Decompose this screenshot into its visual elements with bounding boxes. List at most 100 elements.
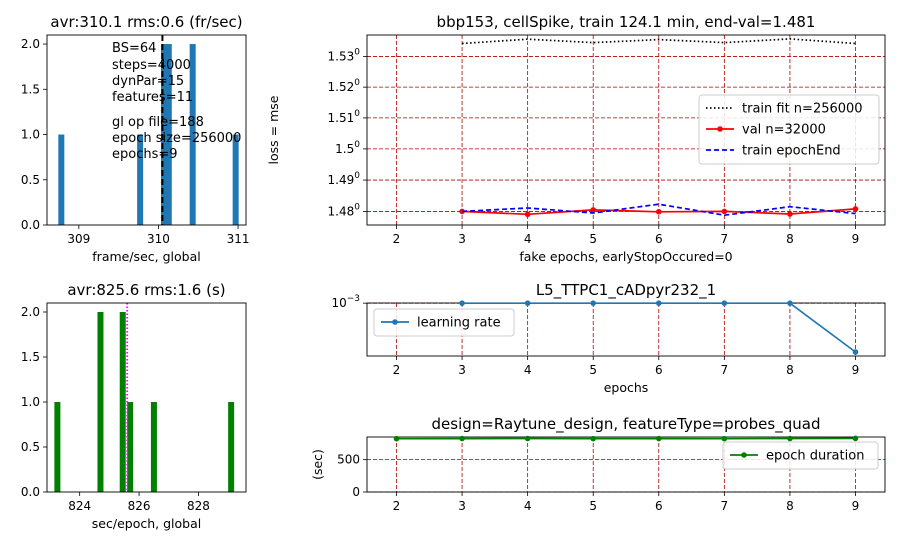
legend: epoch duration [722, 441, 879, 470]
data-point [590, 300, 597, 306]
x-tick-label: 8 [786, 499, 794, 513]
series-line-2 [462, 203, 856, 217]
x-tick-label: 311 [227, 232, 250, 246]
stats-annotation: gl op file=188 [112, 115, 204, 130]
data-point [524, 211, 531, 218]
data-point [852, 435, 859, 442]
chart-0: avr:310.1 rms:0.6 (fr/sec) 309 310 311 0.0 0.… [21, 13, 250, 264]
data-point [721, 435, 728, 442]
y-axis-label: (sec) [310, 449, 325, 480]
x-axis-label: sec/epoch, global [92, 516, 201, 531]
legend-marker [717, 126, 723, 132]
x-tick-label: 8 [786, 232, 794, 246]
chart-title: bbp153, cellSpike, train 124.1 min, end-… [437, 13, 816, 31]
y-tick-label: 2.0 [21, 37, 40, 51]
y-axis-label: loss = mse [266, 95, 281, 164]
legend-box [698, 94, 880, 165]
y-tick-label: 1.0 [21, 128, 40, 142]
bar [97, 312, 104, 492]
chart-title: avr:310.1 rms:0.6 (fr/sec) [50, 13, 242, 31]
x-tick-label: 8 [786, 363, 794, 377]
y-tick-label: 0.0 [21, 218, 40, 232]
chart-4: design=Raytune_design, featureType=probe… [310, 415, 886, 513]
axes-frame [46, 34, 247, 226]
bar [189, 44, 196, 225]
legend-label: learning rate [417, 316, 501, 331]
bar [119, 312, 126, 492]
bar [58, 134, 65, 225]
y-tick-label: 1.480 [328, 202, 361, 218]
axes-frame [366, 436, 886, 493]
x-tick-label: 826 [128, 499, 151, 513]
legend-label: train epochEnd [742, 144, 841, 159]
x-tick-label: 3 [458, 363, 466, 377]
x-axis-label: epochs [604, 380, 649, 395]
y-tick-label: 500 [337, 453, 360, 467]
x-axis-label: fake epochs, earlyStopOccured=0 [519, 249, 732, 264]
x-tick-label: 5 [589, 232, 597, 246]
y-tick-label: 0.5 [21, 173, 40, 187]
legend-box [373, 308, 515, 337]
x-tick-label: 2 [393, 363, 401, 377]
stats-annotation: epochs=9 [112, 147, 178, 162]
data-point [787, 435, 793, 442]
data-point [721, 300, 728, 306]
y-tick-label: 1.5 [21, 350, 40, 364]
x-tick-label: 4 [524, 499, 532, 513]
data-point [393, 435, 400, 442]
x-tick-label: 7 [721, 499, 729, 513]
data-point [787, 300, 793, 306]
stats-annotation: epoch size=256000 [112, 131, 241, 146]
data-point [459, 300, 465, 306]
x-tick-label: 7 [721, 232, 729, 246]
chart-title: design=Raytune_design, featureType=probe… [432, 415, 821, 434]
chart-2: avr:825.6 rms:1.6 (s) 824 826 828 0.0 0.5 1.0 1… [21, 281, 247, 531]
bar [127, 402, 134, 492]
x-axis-label: frame/sec, global [92, 249, 200, 264]
chart-title: avr:825.6 rms:1.6 (s) [67, 281, 225, 299]
x-tick-label: 9 [852, 232, 860, 246]
chart-1: bbp153, cellSpike, train 124.1 min, end-… [266, 13, 886, 264]
data-point [524, 435, 531, 442]
x-tick-label: 310 [147, 232, 170, 246]
data-point [852, 349, 859, 355]
legend-label: val n=32000 [742, 123, 826, 138]
series-line-0 [462, 38, 856, 45]
y-tick-label: 1.520 [328, 78, 361, 94]
x-tick-label: 2 [393, 232, 401, 246]
y-tick-label: 0 [352, 485, 360, 499]
y-tick-label: 0.0 [21, 485, 40, 499]
x-tick-label: 7 [721, 363, 729, 377]
bar [228, 402, 235, 492]
legend: learning rate [373, 308, 515, 337]
bar [165, 44, 172, 225]
x-tick-label: 9 [852, 363, 860, 377]
legend-label: epoch duration [766, 449, 864, 464]
x-tick-label: 3 [458, 499, 466, 513]
data-point [852, 206, 859, 212]
x-tick-label: 4 [524, 363, 532, 377]
legend-marker [392, 319, 398, 325]
chart-3: L5_TTPC1_cADpyr232_1 2 3 4 5 6 7 8 9 10−3 epochs le… [331, 281, 886, 395]
y-tick-label: 1.510 [328, 109, 361, 125]
data-point [655, 435, 662, 442]
data-point [655, 300, 662, 306]
stats-annotation: dynPar=15 [112, 74, 184, 89]
legend-box [722, 441, 879, 470]
y-tick-label: 2.0 [21, 305, 40, 319]
axes-frame [46, 302, 247, 493]
y-tick-label: 1.5 [21, 82, 40, 96]
x-tick-label: 5 [589, 363, 597, 377]
bar [54, 402, 61, 492]
x-tick-label: 9 [852, 499, 860, 513]
y-tick-label: 0.5 [21, 440, 40, 454]
x-tick-label: 309 [67, 232, 90, 246]
y-tick-label: 1.530 [328, 48, 361, 64]
legend-marker [741, 452, 747, 458]
stats-annotation: features=11 [112, 90, 193, 105]
data-point [524, 300, 531, 306]
y-tick-label: 1.490 [328, 171, 361, 187]
x-tick-label: 2 [393, 499, 401, 513]
x-tick-label: 4 [524, 232, 532, 246]
